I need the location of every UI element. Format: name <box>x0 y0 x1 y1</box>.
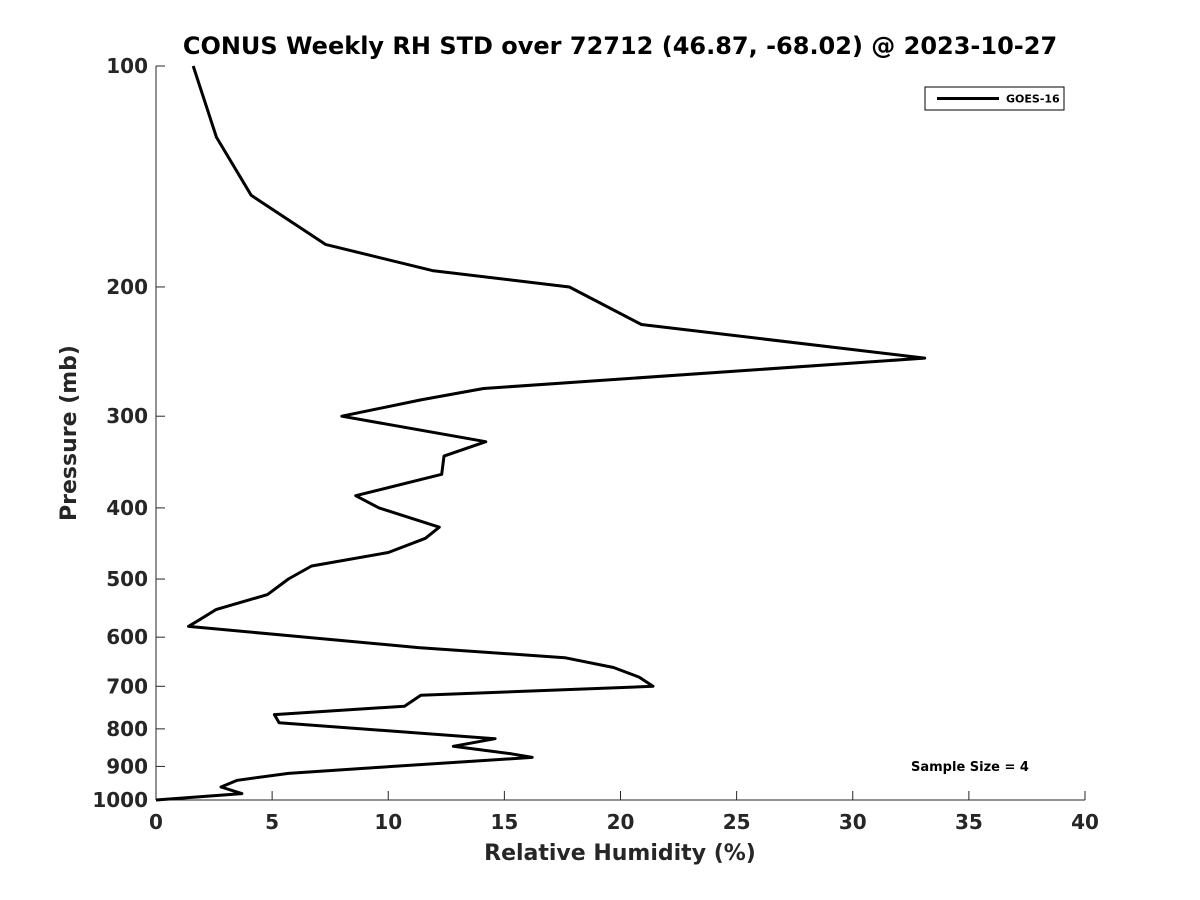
series-line-goes-16 <box>155 65 927 802</box>
legend-label-goes-16: GOES-16 <box>1006 93 1060 106</box>
x-tick-label: 15 <box>490 810 518 834</box>
y-tick-label: 200 <box>106 275 148 299</box>
legend: GOES-16 <box>924 86 1065 111</box>
y-tick-label: 800 <box>106 717 148 741</box>
x-tick-label: 25 <box>723 810 751 834</box>
y-tick-label: 500 <box>106 567 148 591</box>
series-layer <box>155 65 927 802</box>
y-axis-label: Pressure (mb) <box>57 345 82 521</box>
x-tick-label: 40 <box>1071 810 1099 834</box>
sample-size-annotation: Sample Size = 4 <box>911 760 1029 775</box>
axes: 0 5 10 15 20 25 30 35 40 100 200 300 400 500 600 700 800… <box>92 54 1099 834</box>
x-tick-label: 5 <box>265 810 279 834</box>
x-tick-label: 35 <box>955 810 983 834</box>
y-tick-label: 300 <box>106 404 148 428</box>
y-tick-label: 400 <box>106 496 148 520</box>
y-tick-label: 600 <box>106 625 148 649</box>
y-tick-label: 700 <box>106 674 148 698</box>
y-tick-label: 900 <box>106 754 148 778</box>
x-axis-label: Relative Humidity (%) <box>484 841 756 866</box>
y-tick-label: 1000 <box>92 788 148 812</box>
x-tick-label: 0 <box>149 810 163 834</box>
y-tick-label: 100 <box>106 54 148 78</box>
x-tick-label: 10 <box>374 810 402 834</box>
x-tick-label: 30 <box>839 810 867 834</box>
chart-title: CONUS Weekly RH STD over 72712 (46.87, -… <box>183 32 1057 60</box>
x-tick-label: 20 <box>607 810 635 834</box>
